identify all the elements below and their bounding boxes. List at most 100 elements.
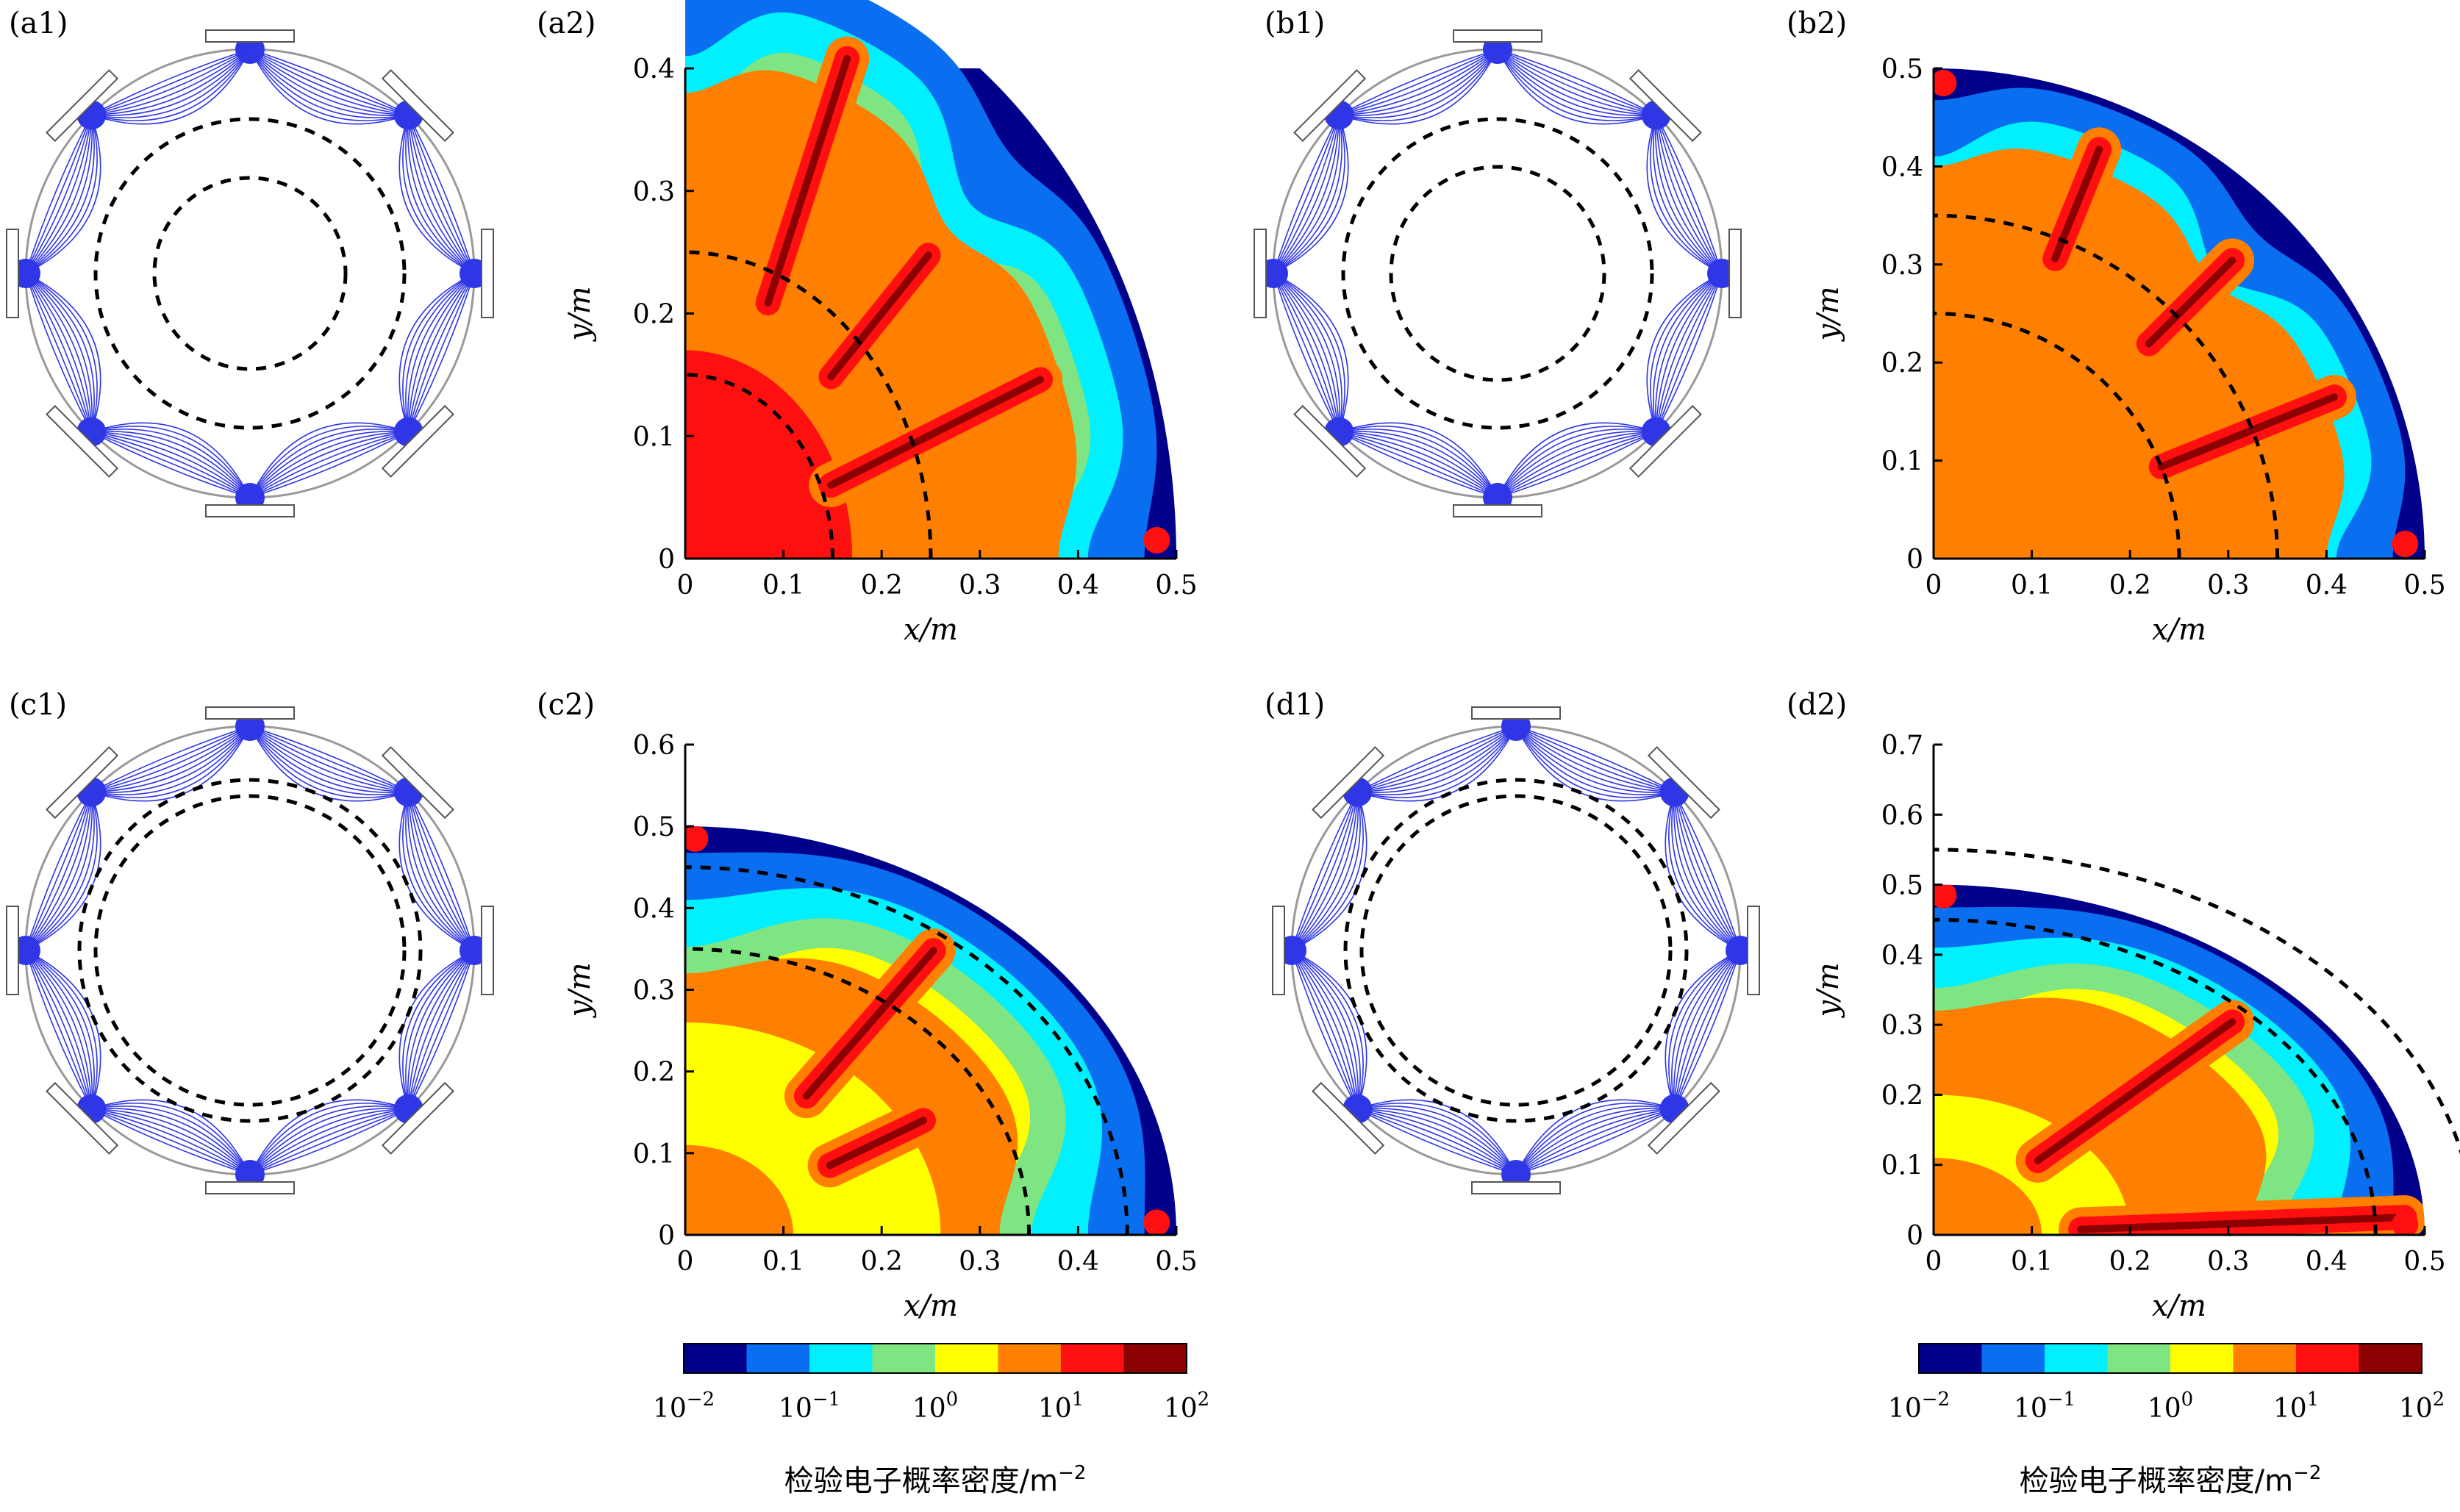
field-line <box>25 792 93 951</box>
field-line <box>1357 725 1517 793</box>
x-tick-label: 0.5 <box>2403 1247 2445 1277</box>
field-line <box>1515 1103 1675 1175</box>
field-line <box>1673 950 1741 1109</box>
field-line <box>1515 1108 1675 1175</box>
y-tick-label: 0.5 <box>1881 54 1923 85</box>
field-line <box>1673 950 1741 1109</box>
dashed-circle-1 <box>152 176 348 371</box>
field-line <box>1497 49 1656 116</box>
magnet-bar <box>1453 29 1542 43</box>
magnet-bar <box>481 906 494 995</box>
field-line <box>1357 1108 1517 1175</box>
field-line <box>91 426 251 498</box>
field-line <box>398 792 475 951</box>
field-line <box>91 49 251 116</box>
colorbar-tick: 102 <box>2399 1389 2445 1424</box>
x-tick-label: 0.4 <box>1057 570 1099 601</box>
x-tick-label: 0 <box>677 570 694 601</box>
field-line-schematic-c1 <box>6 706 494 1194</box>
field-line <box>1273 273 1342 432</box>
field-line <box>1673 792 1741 951</box>
colorbar-swatch <box>1123 1344 1187 1373</box>
magnet-bar <box>1471 706 1561 720</box>
field-line <box>1291 950 1359 1109</box>
field-line <box>1339 431 1498 498</box>
field-line <box>407 115 475 274</box>
magnet-bar <box>1453 504 1542 517</box>
colorbar-swatch <box>2170 1344 2234 1373</box>
streak-dark <box>2145 257 2236 348</box>
panel-label-b2: (b2) <box>1787 7 1847 40</box>
field-line <box>1655 273 1723 432</box>
x-tick-label: 0 <box>1926 1247 1942 1277</box>
field-line <box>1655 273 1723 432</box>
field-line <box>91 725 251 793</box>
streak-dark <box>764 54 851 307</box>
field-line <box>1339 431 1498 498</box>
field-line <box>1673 792 1741 951</box>
field-line <box>91 431 251 498</box>
field-line <box>91 429 251 498</box>
field-line <box>91 431 251 498</box>
dashed-arc-1 <box>684 250 933 559</box>
field-line <box>1357 725 1517 798</box>
x-tick-label: 0.5 <box>1155 570 1197 601</box>
field-line <box>91 725 251 798</box>
field-line <box>407 792 475 951</box>
field-line <box>1515 725 1675 793</box>
y-tick-label: 0.2 <box>633 300 675 330</box>
field-line <box>407 273 475 432</box>
field-line <box>1291 950 1359 1109</box>
field-line <box>25 273 93 432</box>
y-tick-label: 0.4 <box>633 894 675 924</box>
dashed-arc-1 <box>1933 213 2280 559</box>
field-line <box>1668 950 1741 1109</box>
field-line <box>91 1108 251 1175</box>
magnet-bar <box>205 1181 295 1194</box>
field-line <box>1655 273 1723 432</box>
x-tick-label: 0.2 <box>861 570 903 601</box>
field-line <box>1291 950 1361 1109</box>
x-tick-label: 0.3 <box>2207 1247 2249 1277</box>
dashed-arc-1 <box>1933 848 2460 1155</box>
density-contour-plot-a2: 0 0.1 0.2 0.3 0.4 0.5 0 0.1 0.2 0.3 0.4 x/m y/m <box>563 0 1198 647</box>
colorbar-title: 检验电子概率密度/m−2 <box>784 1462 1087 1498</box>
field-line-schematic-b1 <box>1254 29 1742 517</box>
colorbar-swatch <box>2359 1344 2423 1373</box>
x-tick-label: 0.3 <box>959 570 1001 601</box>
x-axis-label: x/m <box>2152 613 2206 647</box>
field-line <box>402 950 475 1109</box>
field-line <box>1515 1108 1676 1175</box>
magnet-bar <box>1647 1081 1720 1155</box>
y-axis-label: y/m <box>563 286 597 342</box>
x-tick-label: 0.4 <box>1057 1247 1099 1277</box>
field-line-schematic-d1 <box>1272 706 1760 1194</box>
field-line <box>1655 115 1723 274</box>
x-tick-label: 0.2 <box>861 1247 903 1277</box>
dashed-arc-0 <box>684 373 834 559</box>
field-line <box>91 1108 251 1175</box>
y-axis-label: y/m <box>1812 962 1845 1018</box>
field-line <box>249 49 409 116</box>
field-line <box>1497 422 1656 498</box>
panel-label-d2: (d2) <box>1787 688 1847 722</box>
field-line <box>1357 725 1517 793</box>
density-contour-plot-d2: 0 0.1 0.2 0.3 0.4 0.5 0 0.1 0.2 0.3 0.4 0.5 0.6 0.7 x/… <box>1812 731 2460 1323</box>
field-line <box>398 115 475 274</box>
field-line <box>249 431 409 498</box>
magnet-bar <box>1747 906 1760 995</box>
y-axis-label: y/m <box>1812 286 1845 342</box>
colorbar-swatch <box>2045 1344 2108 1373</box>
field-line <box>91 422 251 498</box>
colorbar-swatch <box>2107 1344 2171 1373</box>
field-line <box>91 1108 251 1175</box>
field-line <box>249 725 410 793</box>
field-line <box>1338 431 1498 498</box>
density-contour-plot-b2: 0 0.1 0.2 0.3 0.4 0.5 0 0.1 0.2 0.3 0.4 0.5 x/m y/m <box>1812 54 2446 647</box>
colorbar-tick: 10−1 <box>2014 1389 2075 1424</box>
field-line <box>91 725 251 793</box>
field-line <box>407 792 475 951</box>
field-line <box>1668 792 1741 951</box>
field-line <box>1273 115 1342 274</box>
magnet-bar <box>1628 69 1702 143</box>
